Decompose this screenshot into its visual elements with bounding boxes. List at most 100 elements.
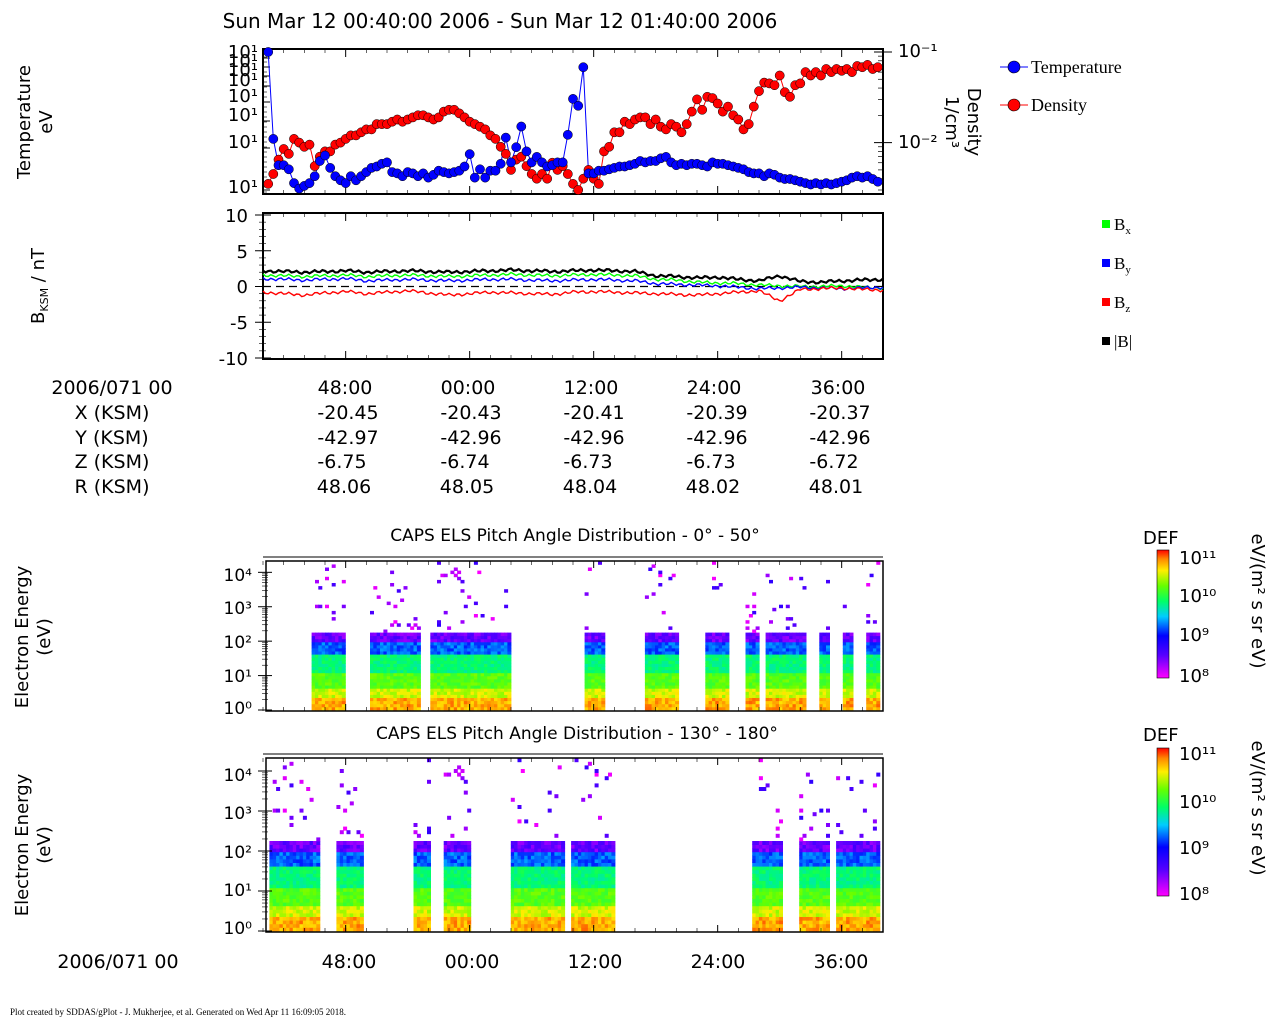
- spectrogram-cell: [318, 651, 323, 655]
- spectrogram-cell: [292, 923, 297, 928]
- spectrogram-cell: [554, 895, 559, 899]
- spectrogram-cell: [658, 688, 663, 692]
- spectrogram-cell: [331, 675, 336, 680]
- spectrogram-cell: [587, 654, 592, 658]
- spectrogram-cell: [443, 700, 448, 705]
- spectrogram-cell: [561, 851, 566, 856]
- spectrogram-cell: [349, 848, 354, 853]
- spectrogram-cell: [574, 859, 579, 863]
- spectrogram-cell: [272, 844, 277, 849]
- spectrogram-cell: [574, 887, 579, 892]
- spectrogram-cell: [648, 700, 653, 705]
- spectrogram-cell: [507, 638, 512, 643]
- spectrogram-cell: [510, 859, 515, 863]
- spectrogram-cell: [331, 635, 336, 640]
- spectrogram-cell: [530, 841, 535, 845]
- spectrogram-cell: [286, 891, 291, 896]
- spectrogram-cell: [453, 682, 458, 686]
- spectrogram-cell: [299, 905, 304, 910]
- spectrogram-cell: [380, 648, 384, 652]
- pad-130-180-panel: CAPS ELS Pitch Angle Distribution - 130°…: [12, 724, 1268, 973]
- spectrogram-cell: [484, 703, 488, 708]
- spectrogram-cell: [587, 841, 592, 845]
- spectrogram-cell: [517, 805, 522, 809]
- spectrogram-cell: [463, 700, 468, 705]
- spectrogram-cell: [561, 916, 566, 921]
- spectrogram-cell: [302, 902, 307, 907]
- spectrogram-cell: [547, 790, 552, 795]
- spectrogram-cell: [608, 927, 612, 932]
- spectrogram-cell: [708, 685, 713, 689]
- spectrogram-cell: [601, 916, 606, 921]
- spectrogram-cell: [668, 576, 673, 581]
- spectrogram-cell: [403, 632, 408, 637]
- spectrogram-cell: [752, 629, 757, 633]
- spectrogram-cell: [514, 855, 519, 860]
- spectrogram-cell: [299, 927, 304, 932]
- plasma-legend: Temperature Density: [1000, 57, 1122, 115]
- spectrogram-cell: [427, 927, 431, 932]
- spectrogram-cell: [758, 913, 763, 917]
- spectrogram-cell: [748, 672, 753, 677]
- spectrogram-cell: [460, 675, 465, 680]
- spectrogram-cell: [497, 691, 502, 695]
- spectrogram-cell: [410, 635, 415, 640]
- spectrogram-cell: [450, 909, 455, 914]
- spectrogram-cell: [819, 697, 824, 702]
- spectrogram-cell: [799, 648, 804, 652]
- spectrogram-cell: [338, 679, 343, 683]
- spectrogram-cell: [321, 660, 326, 664]
- spectrogram-cell: [312, 869, 317, 874]
- spectrogram-cell: [869, 675, 874, 680]
- spectrogram-cell: [335, 697, 340, 702]
- spectrogram-cell: [416, 700, 421, 705]
- spectrogram-cell: [725, 638, 730, 643]
- spectrogram-cell: [299, 920, 304, 925]
- spectrogram-cell: [500, 635, 505, 640]
- spectrogram-cell: [758, 905, 763, 910]
- spectrogram-cell: [353, 859, 358, 863]
- spectrogram-cell: [534, 887, 539, 892]
- spectrogram-cell: [331, 564, 336, 568]
- spectrogram-cell: [745, 626, 750, 630]
- spectrogram-cell: [644, 644, 649, 649]
- spectrogram-cell: [413, 660, 418, 664]
- spectrogram-cell: [413, 880, 418, 885]
- spectrogram-cell: [467, 855, 472, 860]
- spectrogram-cell: [393, 620, 398, 624]
- spectrogram-cell: [356, 902, 361, 907]
- spectrogram-cell: [517, 758, 522, 763]
- spectrogram-cell: [551, 898, 555, 903]
- spectrogram-cell: [651, 635, 656, 640]
- spectrogram-cell: [447, 638, 452, 643]
- spectrogram-cell: [601, 913, 606, 917]
- spectrogram-cell: [755, 691, 760, 695]
- spectrogram-cell: [779, 654, 783, 658]
- spectrogram-cell: [386, 675, 391, 680]
- spectrogram-cell: [591, 682, 596, 686]
- spectrogram-cell: [467, 663, 472, 667]
- spectrogram-cell: [517, 841, 522, 845]
- spectrogram-cell: [782, 651, 787, 655]
- spectrogram-cell: [338, 688, 343, 692]
- spectrogram-cell: [272, 859, 277, 863]
- spectrogram-cell: [789, 700, 794, 705]
- spectrogram-cell: [453, 844, 458, 849]
- spectrogram-cell: [437, 657, 441, 661]
- spectrogram-cell: [598, 679, 602, 683]
- spectrogram-cell: [470, 697, 475, 702]
- spectrogram-cell: [598, 927, 602, 932]
- spectrogram-cell: [598, 635, 602, 640]
- spectrogram-cell: [745, 672, 750, 677]
- spectrogram-cell: [849, 660, 854, 664]
- spectrogram-cell: [299, 808, 304, 813]
- spectrogram-cell: [802, 660, 807, 664]
- spectrogram-cell: [331, 697, 336, 702]
- spectrogram-cell: [296, 862, 301, 867]
- spectrogram-cell: [383, 679, 388, 683]
- spectrogram-cell: [346, 923, 351, 928]
- spectrogram-cell: [591, 697, 596, 702]
- spectrogram-cell: [551, 841, 555, 845]
- spectrogram-cell: [758, 841, 763, 845]
- spectrogram-cell: [799, 635, 804, 640]
